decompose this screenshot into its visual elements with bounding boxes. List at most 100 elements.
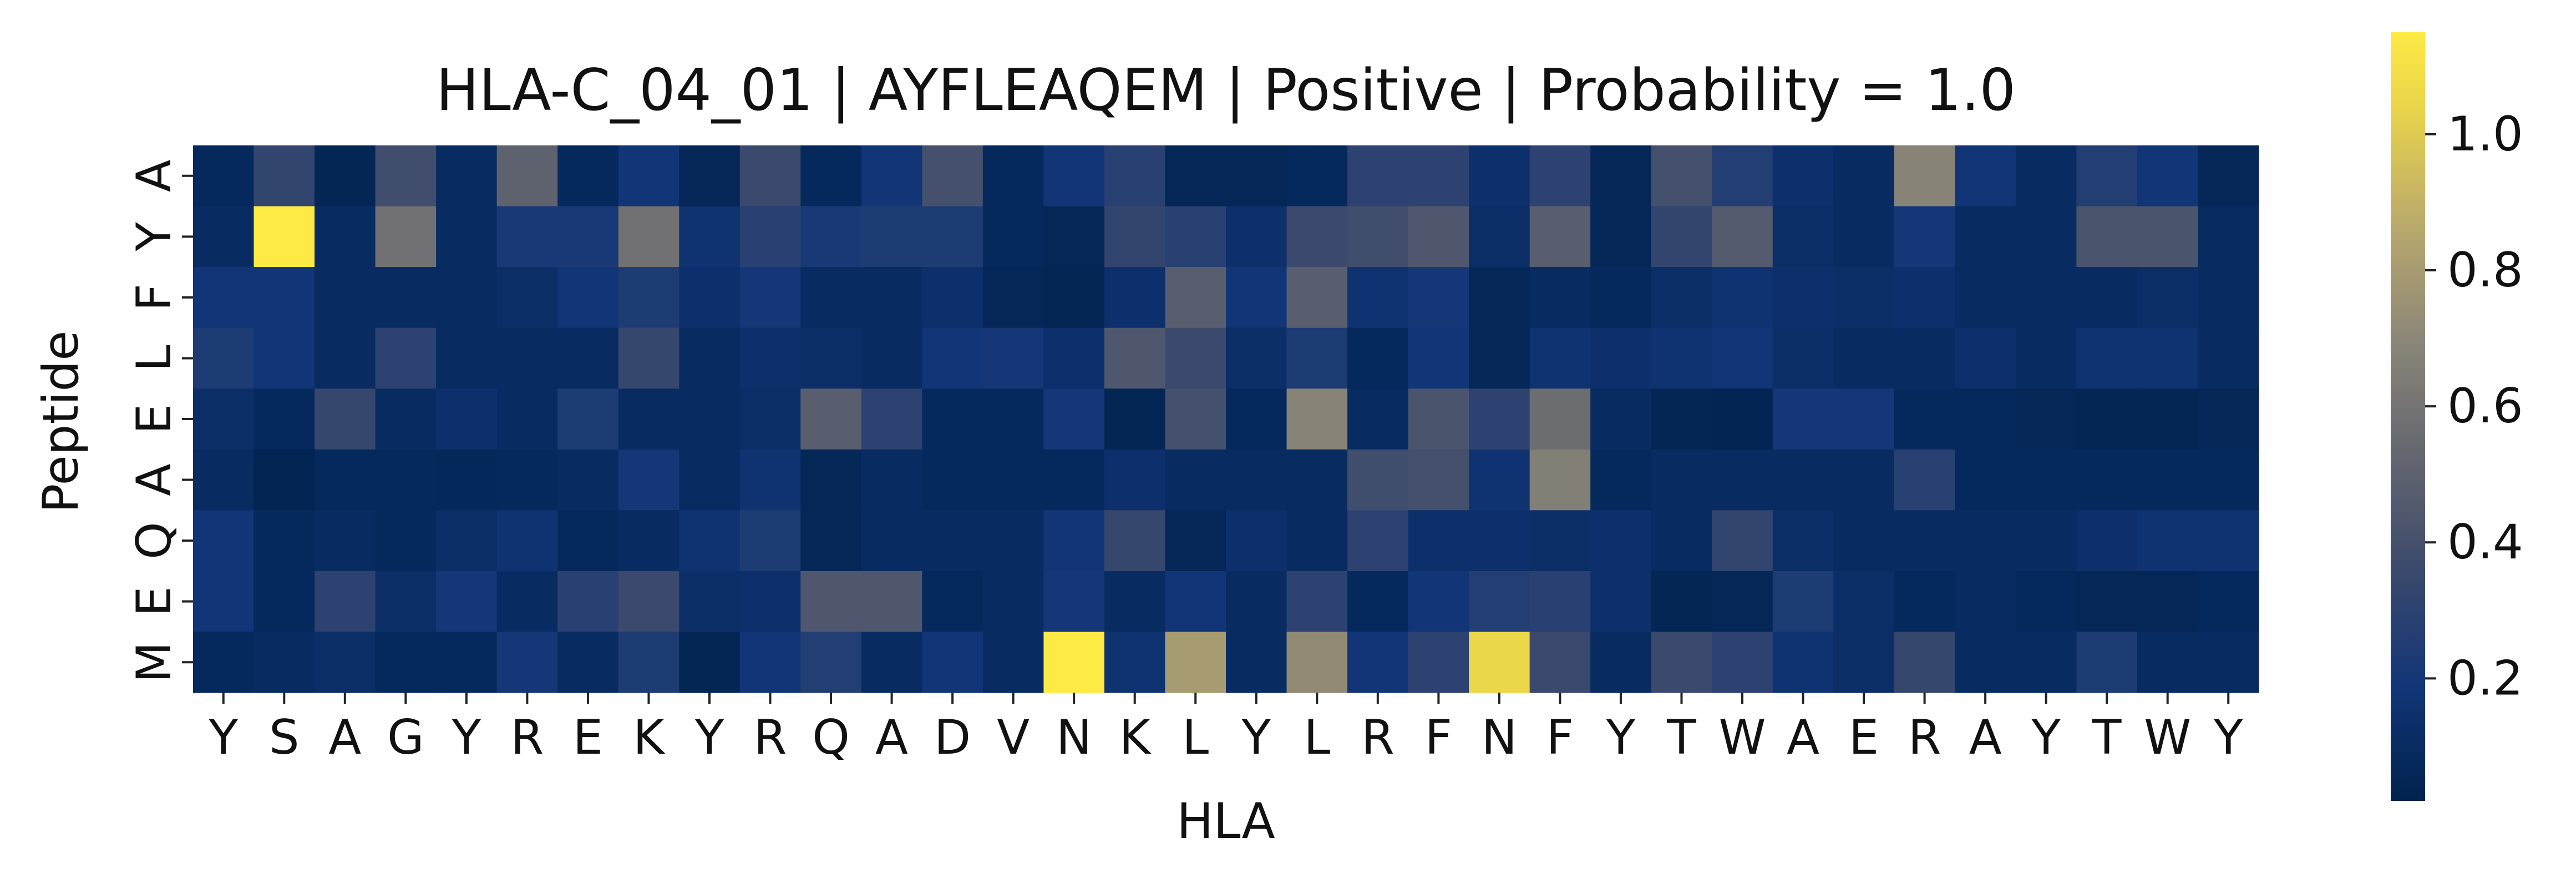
heatmap-cell xyxy=(2137,632,2199,693)
heatmap-cell xyxy=(375,449,437,511)
heatmap-cell xyxy=(1651,388,1712,450)
heatmap-cell xyxy=(922,206,983,268)
heatmap-cell xyxy=(861,267,922,329)
colorbar-ticks: 0.2 0.4 0.6 0.8 1.0 xyxy=(2425,107,2523,706)
heatmap-cell xyxy=(253,510,315,572)
heatmap-cell xyxy=(1955,510,2016,572)
heatmap-cell xyxy=(982,571,1044,633)
heatmap-cell xyxy=(1772,206,1834,268)
heatmap-cell xyxy=(922,388,983,450)
x-tick-label: S xyxy=(269,710,300,765)
heatmap-cell xyxy=(1529,571,1591,633)
heatmap-cell xyxy=(1165,510,1226,572)
x-tick-label: Y xyxy=(694,710,724,765)
heatmap-cell xyxy=(1286,145,1348,207)
heatmap-cell xyxy=(557,510,619,572)
heatmap-cell xyxy=(1651,327,1712,389)
heatmap-cell xyxy=(315,571,376,633)
heatmap-cell xyxy=(1226,571,1287,633)
x-axis-label: HLA xyxy=(1177,793,1275,850)
heatmap-cell xyxy=(1408,632,1469,693)
heatmap-cell xyxy=(1286,267,1348,329)
heatmap-cell xyxy=(436,267,498,329)
x-tick-label: F xyxy=(1546,710,1574,765)
heatmap-cell xyxy=(679,510,741,572)
heatmap-cell xyxy=(861,510,922,572)
x-tick-label: Y xyxy=(1241,710,1271,765)
heatmap-cell xyxy=(1347,632,1409,693)
heatmap-cell xyxy=(1833,510,1895,572)
heatmap-cell xyxy=(436,571,498,633)
heatmap-cell xyxy=(1104,206,1166,268)
heatmap-cell xyxy=(618,449,680,511)
heatmap-cell xyxy=(618,206,680,268)
x-tick-label: Y xyxy=(452,710,481,765)
heatmap-cell xyxy=(1772,388,1834,450)
heatmap-cell xyxy=(496,632,558,693)
heatmap-cell xyxy=(1712,267,1773,329)
heatmap-cell xyxy=(982,388,1044,450)
heatmap-cell xyxy=(1772,510,1834,572)
heatmap-cell xyxy=(800,449,862,511)
heatmap-cell xyxy=(2137,571,2199,633)
heatmap-cell xyxy=(557,632,619,693)
heatmap-cell xyxy=(557,449,619,511)
heatmap-cell xyxy=(922,510,983,572)
heatmap-cell xyxy=(315,267,376,329)
heatmap-cell xyxy=(1408,267,1469,329)
x-tick-label: A xyxy=(875,710,908,765)
heatmap-cell xyxy=(679,449,741,511)
heatmap-cell xyxy=(2076,267,2138,329)
heatmap-cell xyxy=(739,327,801,389)
colorbar-tick-label: 0.8 xyxy=(2447,243,2523,298)
heatmap-cell xyxy=(1833,206,1895,268)
heatmap-cell xyxy=(557,327,619,389)
heatmap-cell xyxy=(739,206,801,268)
heatmap-cell xyxy=(253,327,315,389)
heatmap-cell xyxy=(315,449,376,511)
heatmap-cell xyxy=(1104,388,1166,450)
heatmap-cell xyxy=(2137,267,2199,329)
heatmap-cell xyxy=(2015,206,2077,268)
heatmap-cell xyxy=(739,632,801,693)
heatmap-cell xyxy=(253,449,315,511)
heatmap-cell xyxy=(1833,388,1895,450)
colorbar-tick-label: 0.6 xyxy=(2447,379,2523,434)
heatmap-cell xyxy=(1043,145,1105,207)
heatmap-cell xyxy=(861,327,922,389)
heatmap-cell xyxy=(1408,145,1469,207)
heatmap-cell xyxy=(2137,449,2199,511)
heatmap-cell xyxy=(496,267,558,329)
heatmap-cell xyxy=(1651,206,1712,268)
heatmap-cell xyxy=(375,510,437,572)
heatmap-cell xyxy=(2137,388,2199,450)
heatmap-cell xyxy=(496,449,558,511)
heatmap-cell xyxy=(1712,449,1773,511)
heatmap-cell xyxy=(1226,327,1287,389)
heatmap-cell xyxy=(1165,206,1226,268)
heatmap-cell xyxy=(1165,632,1226,693)
heatmap-cell xyxy=(739,145,801,207)
heatmap-cell xyxy=(1772,267,1834,329)
heatmap-cell xyxy=(739,267,801,329)
heatmap-cell xyxy=(1833,267,1895,329)
heatmap-cell xyxy=(1712,571,1773,633)
heatmap-cell xyxy=(1347,449,1409,511)
heatmap-cell xyxy=(1590,145,1652,207)
heatmap-cell xyxy=(1529,449,1591,511)
heatmap-cell xyxy=(315,632,376,693)
heatmap-cell xyxy=(253,145,315,207)
heatmap-cell xyxy=(679,632,741,693)
y-tick-label: E xyxy=(126,586,182,616)
heatmap-cell xyxy=(861,449,922,511)
x-tick-label: R xyxy=(511,710,544,765)
heatmap-cell xyxy=(2015,145,2077,207)
heatmap-cell xyxy=(1529,510,1591,572)
heatmap-cell xyxy=(1955,632,2016,693)
heatmap-cell xyxy=(1226,632,1287,693)
heatmap-cell xyxy=(861,632,922,693)
heatmap-cell xyxy=(982,449,1044,511)
heatmap-cell xyxy=(1651,632,1712,693)
colorbar-tick-label: 1.0 xyxy=(2447,107,2523,162)
heatmap-cell xyxy=(557,388,619,450)
